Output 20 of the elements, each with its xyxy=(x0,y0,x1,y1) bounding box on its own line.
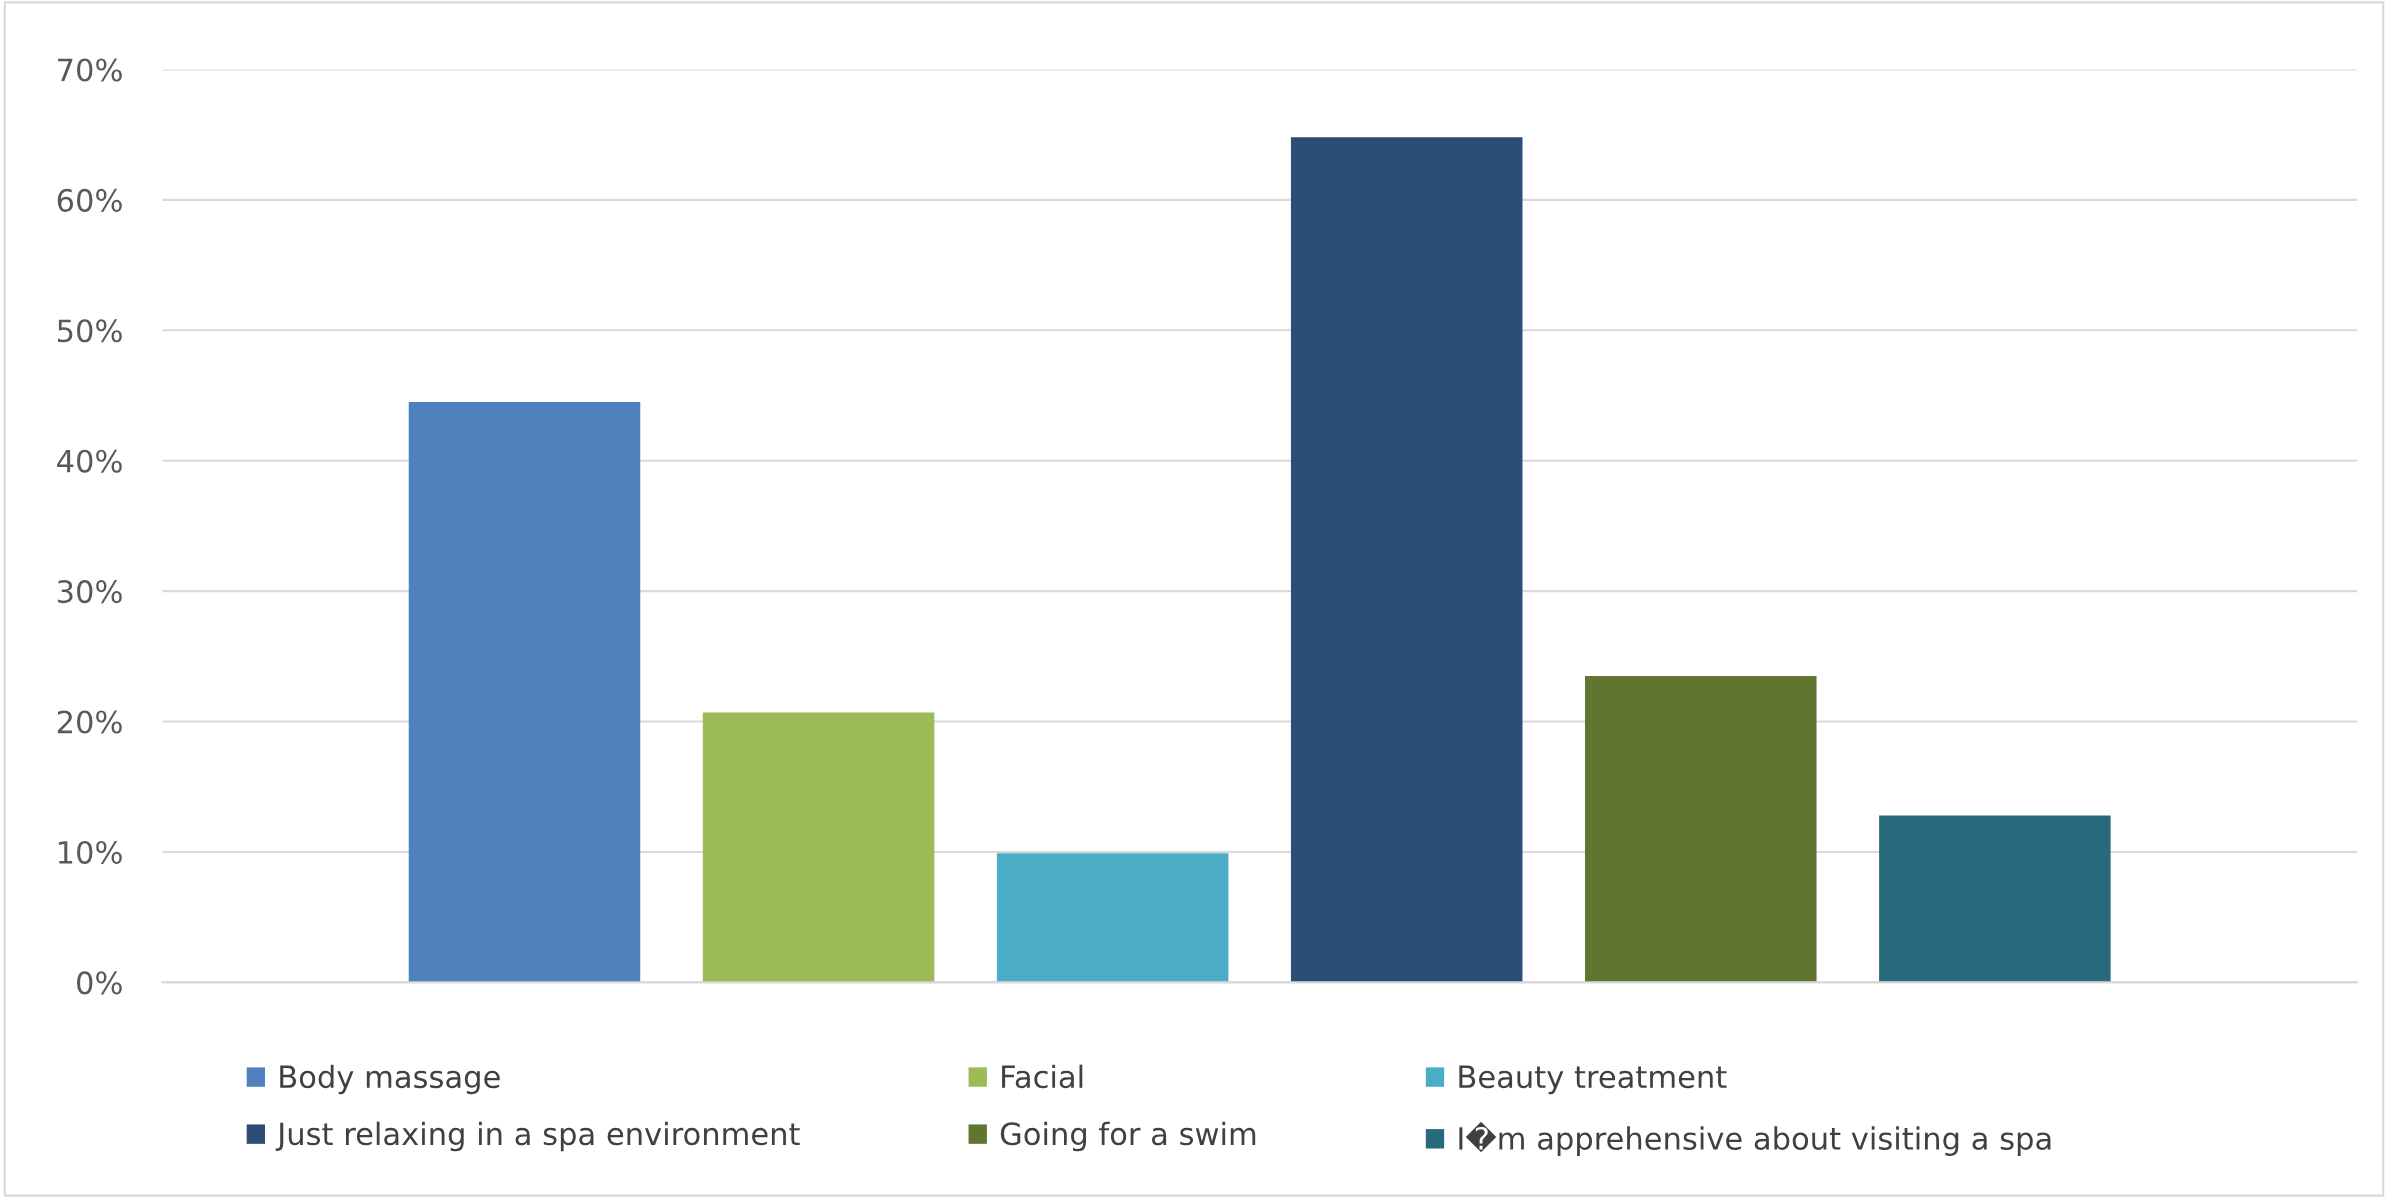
legend-label: I�m apprehensive about visiting a spa xyxy=(1459,1121,2051,1156)
y-tick-label: 30% xyxy=(57,580,122,604)
bar xyxy=(408,402,641,983)
y-tick-label: 0% xyxy=(77,971,122,995)
y-tick-label: 60% xyxy=(57,188,122,212)
y-tick-label: 10% xyxy=(58,840,122,864)
legend-label: Just relaxing in a spa environment xyxy=(275,1121,800,1152)
y-tick-label: 20% xyxy=(57,710,122,734)
bar xyxy=(702,712,935,983)
legend-label: Facial xyxy=(1002,1064,1083,1089)
bar xyxy=(1585,675,1817,983)
y-tick-label: 50% xyxy=(57,319,122,343)
y-tick-label: 40% xyxy=(57,449,122,473)
bar xyxy=(996,853,1229,983)
bar xyxy=(1290,137,1523,983)
legend-label: Going for a swim xyxy=(1000,1121,1256,1152)
bar xyxy=(1879,815,2111,983)
legend-label: Beauty treatment xyxy=(1459,1065,1727,1095)
legend-label: Body massage xyxy=(280,1064,500,1095)
y-tick-label: 70% xyxy=(58,58,122,82)
